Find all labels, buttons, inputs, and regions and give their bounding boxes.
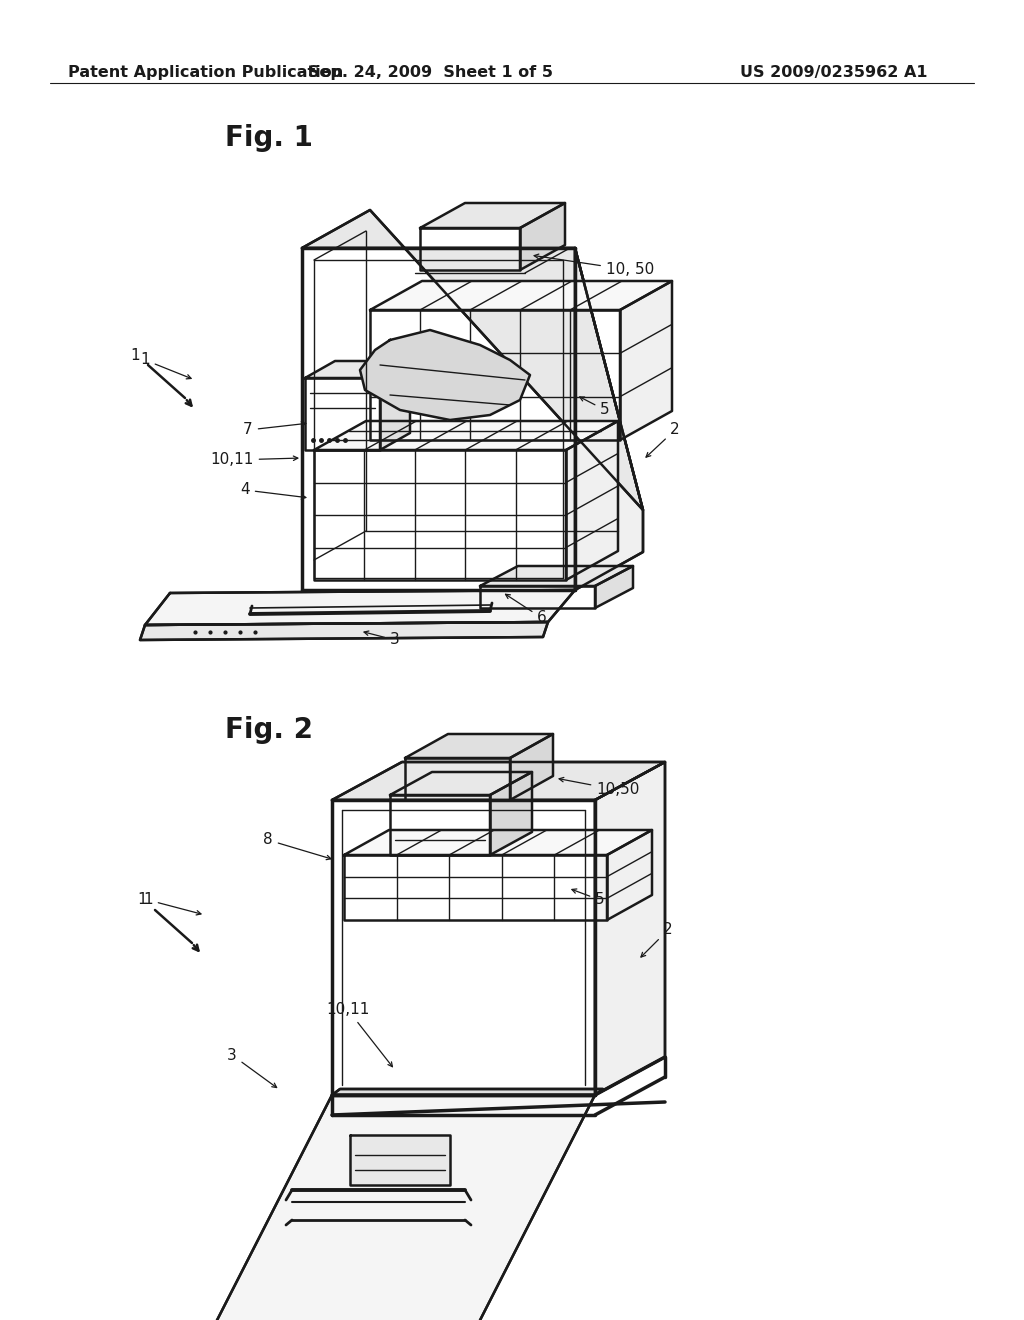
Text: 4: 4	[241, 483, 306, 499]
Polygon shape	[344, 830, 652, 855]
Polygon shape	[566, 421, 618, 579]
Polygon shape	[607, 830, 652, 920]
Text: 5: 5	[580, 397, 610, 417]
Text: Fig. 2: Fig. 2	[225, 715, 313, 744]
Polygon shape	[305, 360, 410, 378]
Polygon shape	[595, 566, 633, 609]
Text: US 2009/0235962 A1: US 2009/0235962 A1	[740, 65, 928, 79]
Polygon shape	[520, 203, 565, 271]
Text: 3: 3	[365, 631, 400, 648]
Polygon shape	[420, 203, 565, 228]
Polygon shape	[350, 1135, 450, 1185]
Polygon shape	[575, 248, 643, 590]
Text: 10,50: 10,50	[559, 777, 640, 797]
Text: 10, 50: 10, 50	[535, 253, 654, 277]
Polygon shape	[595, 762, 665, 1096]
Polygon shape	[212, 1096, 595, 1320]
Text: Sep. 24, 2009  Sheet 1 of 5: Sep. 24, 2009 Sheet 1 of 5	[307, 65, 553, 79]
Polygon shape	[314, 421, 618, 450]
Polygon shape	[145, 590, 575, 624]
Polygon shape	[140, 622, 548, 640]
Polygon shape	[510, 734, 553, 800]
Polygon shape	[620, 281, 672, 440]
Polygon shape	[332, 762, 665, 800]
Polygon shape	[380, 360, 410, 450]
Text: 2: 2	[646, 422, 680, 457]
Text: 6: 6	[506, 594, 547, 626]
Text: 10,11: 10,11	[210, 453, 298, 467]
Polygon shape	[480, 566, 633, 586]
Polygon shape	[390, 772, 532, 795]
Polygon shape	[490, 772, 532, 855]
Text: 1: 1	[130, 347, 140, 363]
Text: 3: 3	[227, 1048, 276, 1088]
Polygon shape	[332, 1089, 603, 1096]
Text: Fig. 1: Fig. 1	[225, 124, 313, 152]
Polygon shape	[360, 330, 530, 420]
Text: 8: 8	[263, 833, 331, 859]
Polygon shape	[370, 281, 672, 310]
Text: 10,11: 10,11	[327, 1002, 392, 1067]
Text: 1: 1	[137, 892, 146, 908]
Text: 5: 5	[572, 888, 605, 908]
Text: 2: 2	[641, 923, 673, 957]
Text: 1: 1	[140, 352, 191, 379]
Text: 1: 1	[143, 892, 201, 915]
Text: 7: 7	[243, 422, 306, 437]
Polygon shape	[302, 210, 643, 510]
Text: Patent Application Publication: Patent Application Publication	[68, 65, 343, 79]
Polygon shape	[406, 734, 553, 758]
